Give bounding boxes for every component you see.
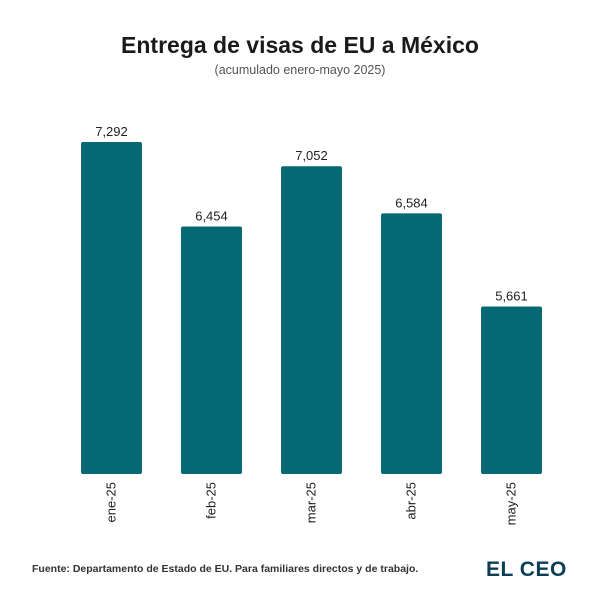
bar-ene-25 [81,142,142,474]
bar-abr-25 [381,213,442,474]
x-tick-label-abr-25: abr-25 [404,482,419,520]
bar-mar-25 [281,166,342,474]
x-tick-label-may-25: may-25 [504,482,519,525]
data-label-mar-25: 7,052 [295,148,328,163]
data-label-ene-25: 7,292 [95,124,128,139]
data-label-abr-25: 6,584 [395,195,428,210]
bar-may-25 [481,306,542,474]
data-label-feb-25: 6,454 [195,209,228,224]
x-tick-label-ene-25: ene-25 [104,482,119,522]
data-label-may-25: 5,661 [495,288,528,303]
chart-subtitle: (acumulado enero-mayo 2025) [214,63,386,77]
brand-logo: EL CEO [486,558,567,581]
bar-feb-25 [181,226,242,474]
source-note: Fuente: Departamento de Estado de EU. Pa… [32,563,419,575]
x-tick-label-feb-25: feb-25 [204,482,219,519]
chart-title: Entrega de visas de EU a México [121,32,479,58]
x-tick-label-mar-25: mar-25 [304,482,319,523]
